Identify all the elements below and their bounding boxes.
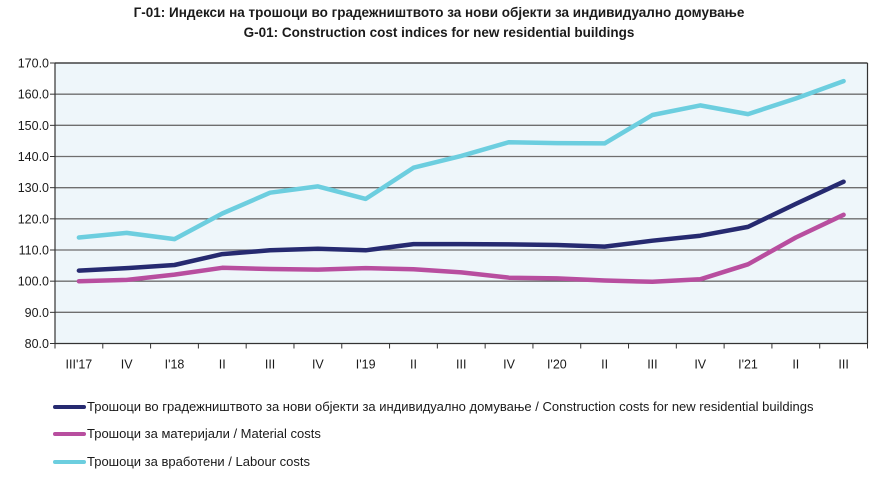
x-axis-ticks: III'17 IV I'18 II III IV I'19 II III IV I'20 II III I… — [54, 343, 868, 372]
plot-area — [55, 63, 868, 344]
legend-swatch-labour — [53, 460, 86, 464]
y-tick-label: 120.0 — [18, 212, 49, 226]
gridlines — [55, 62, 868, 313]
y-tick-label: 110.0 — [19, 244, 49, 258]
x-tick-label: II — [219, 358, 226, 372]
legend-swatch-construction — [53, 405, 86, 409]
x-tick-label: II — [792, 358, 799, 372]
x-tick-label: II — [601, 358, 608, 372]
legend-label-construction: Трошоци во градежништвото за нови објект… — [87, 399, 814, 414]
y-tick-label: 170.0 — [18, 57, 49, 71]
y-tick-label: 100.0 — [18, 275, 49, 289]
y-tick-label: 130.0 — [18, 181, 49, 195]
x-tick-label: II — [410, 358, 417, 372]
chart-title: Г-01: Индекси на трошоци во градежништво… — [133, 5, 745, 20]
x-tick-label: III — [647, 358, 657, 372]
legend-label-labour: Трошоци за вработени / Labour costs — [87, 454, 310, 469]
x-tick-label: I'21 — [738, 358, 758, 372]
x-tick-label: III — [838, 358, 848, 372]
x-tick-label: I'18 — [165, 358, 185, 372]
y-tick-label: 150.0 — [18, 119, 49, 133]
x-tick-label: III — [456, 358, 466, 372]
x-tick-label: IV — [312, 358, 324, 372]
x-tick-label: IV — [503, 358, 515, 372]
chart-subtitle: G-01: Construction cost indices for new … — [243, 25, 635, 40]
y-tick-label: 160.0 — [18, 88, 49, 102]
series-lines — [76, 78, 846, 285]
legend-label-material: Трошоци за материјали / Material costs — [87, 426, 321, 441]
legend-swatch-material — [53, 432, 86, 436]
x-tick-label: III — [265, 358, 275, 372]
y-tick-label: 80.0 — [25, 337, 49, 351]
x-tick-label: IV — [694, 358, 706, 372]
x-tick-label: I'19 — [356, 358, 376, 372]
x-tick-label: III'17 — [66, 358, 93, 372]
x-tick-label: I'20 — [547, 358, 567, 372]
y-axis-ticks: 80.0 90.0 100.0 110.0 120.0 130.0 140.0 150.0 16… — [18, 57, 55, 351]
x-tick-label: IV — [121, 358, 133, 372]
y-tick-label: 90.0 — [25, 306, 49, 320]
y-tick-label: 140.0 — [18, 150, 49, 164]
